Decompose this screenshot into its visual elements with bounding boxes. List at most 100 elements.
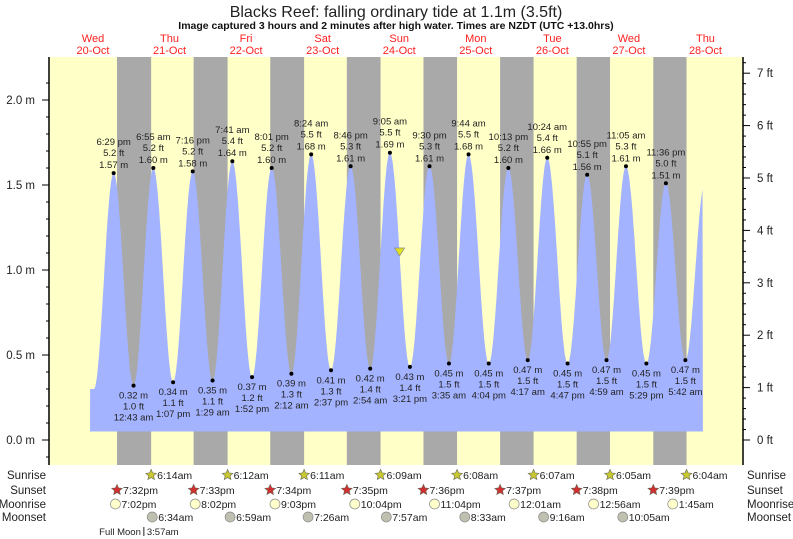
- moonrise-row-label-right: Moonrise: [747, 499, 793, 511]
- moonset-time: 6:34am: [158, 512, 193, 524]
- moon-phase-time: 3:57am: [147, 527, 179, 538]
- low-tide-label: 0.37 m: [238, 382, 267, 393]
- left-tick-label: 1.0 m: [6, 265, 35, 277]
- low-tide-label: 4:04 pm: [472, 391, 506, 402]
- sunrise-time: 6:14am: [157, 470, 192, 482]
- high-tide-label: 1.66 m: [533, 145, 562, 156]
- day-weekday: Wed: [82, 33, 104, 45]
- high-tide-label: 5.2 ft: [498, 143, 519, 154]
- low-tide-label: 1.1 ft: [202, 397, 223, 408]
- low-tide-label: 0.45 m: [632, 369, 661, 380]
- high-tide-label: 1.64 m: [218, 148, 247, 159]
- high-tide-point: [585, 172, 590, 177]
- low-tide-label: 2:12 am: [274, 401, 308, 412]
- right-tick-label: 1 ft: [757, 383, 774, 395]
- sunrise-icon: [680, 468, 693, 481]
- moonrise-time: 11:04pm: [441, 499, 481, 511]
- sunset-icon: [187, 483, 200, 496]
- chart-subtitle: Image captured 3 hours and 2 minutes aft…: [178, 20, 613, 32]
- day-date: 24-Oct: [383, 45, 416, 57]
- low-tide-label: 4:47 pm: [550, 391, 584, 402]
- low-tide-point: [289, 371, 294, 376]
- high-tide-point: [111, 171, 116, 176]
- low-tide-label: 0.47 m: [513, 365, 542, 376]
- moonset-row-label: Moonset: [2, 512, 47, 524]
- sunrise-time: 6:07am: [540, 470, 575, 482]
- high-tide-label: 9:05 am: [373, 117, 407, 128]
- sunset-icon: [570, 483, 583, 496]
- moonrise-time: 10:04pm: [361, 499, 402, 511]
- left-tick-label: 2.0 m: [6, 95, 35, 107]
- sunset-row-label-right: Sunset: [747, 485, 784, 497]
- high-tide-point: [663, 181, 668, 186]
- high-tide-label: 5.2 ft: [143, 143, 164, 154]
- high-tide-label: 1.68 m: [454, 141, 483, 152]
- moonset-icon: [617, 511, 629, 523]
- sunset-time: 7:36pm: [429, 485, 464, 497]
- low-tide-label: 0.32 m: [119, 391, 148, 402]
- low-tide-label: 1:29 am: [195, 408, 229, 419]
- low-tide-label: 4:59 am: [589, 387, 623, 398]
- moonset-row-label-right: Moonset: [747, 512, 792, 524]
- high-tide-point: [387, 150, 392, 155]
- sunrise-icon: [450, 468, 464, 481]
- sunset-time: 7:32pm: [123, 485, 158, 497]
- sunset-time: 7:34pm: [276, 485, 311, 497]
- moonrise-icon: [508, 498, 520, 510]
- low-tide-label: 1.5 ft: [557, 380, 578, 391]
- moonset-icon: [224, 511, 236, 523]
- moon-phase-label: Full Moon: [99, 527, 141, 538]
- high-tide-label: 5.2 ft: [261, 143, 282, 154]
- high-tide-label: 1.58 m: [178, 158, 207, 169]
- high-tide-label: 1.56 m: [573, 162, 602, 173]
- low-tide-point: [683, 358, 688, 363]
- moonrise-time: 1:45am: [679, 499, 714, 511]
- low-tide-label: 0.35 m: [198, 386, 227, 397]
- low-tide-label: 5:42 am: [668, 387, 702, 398]
- high-tide-label: 1.61 m: [415, 153, 444, 164]
- day-headers: Wed20-OctThu21-OctFri22-OctSat23-OctSun2…: [76, 33, 721, 57]
- left-tick-label: 0.5 m: [6, 350, 35, 362]
- left-tick-label: 0.0 m: [6, 435, 35, 447]
- day-date: 20-Oct: [76, 45, 109, 57]
- moonrise-icon: [110, 498, 121, 510]
- axes: 0.0 m 0.5 m 1.0 m 1.5 m 2.0 m 0 ft 1 ft 2 ft 3 f…: [6, 57, 774, 465]
- chart-title: Blacks Reef: falling ordinary tide at 1.…: [230, 4, 563, 21]
- high-tide-label: 1.60 m: [139, 155, 168, 166]
- high-tide-label: 1.61 m: [611, 153, 640, 164]
- moonrise-time: 8:02pm: [201, 499, 236, 511]
- low-tide-point: [210, 378, 215, 383]
- low-tide-point: [368, 366, 373, 371]
- tide-curve: [90, 152, 703, 432]
- day-weekday: Fri: [240, 33, 253, 45]
- low-tide-point: [486, 361, 491, 366]
- low-tide-point: [644, 361, 649, 366]
- sunrise-icon: [145, 468, 158, 481]
- moonset-icon: [302, 511, 314, 523]
- moonrise-icon: [667, 498, 679, 510]
- moonset-icon: [538, 511, 549, 523]
- moonset-icon: [459, 511, 471, 523]
- day-weekday: Mon: [465, 33, 486, 45]
- moonset-icon: [146, 511, 158, 523]
- sunrise-time: 6:05am: [616, 470, 651, 482]
- right-tick-label: 5 ft: [757, 173, 774, 185]
- low-tide-label: 0.39 m: [277, 379, 306, 390]
- high-tide-label: 11:36 pm: [646, 147, 685, 158]
- low-tide-label: 1:07 pm: [156, 409, 190, 420]
- high-tide-point: [427, 164, 432, 169]
- high-tide-label: 5.4 ft: [537, 133, 558, 144]
- sunrise-icon: [527, 468, 540, 481]
- right-tick-label: 7 ft: [757, 68, 774, 80]
- low-tide-label: 3:21 pm: [393, 394, 427, 405]
- low-tide-label: 0.43 m: [395, 372, 424, 383]
- low-tide-label: 0.34 m: [159, 387, 188, 398]
- sunset-time: 7:39pm: [659, 485, 694, 497]
- high-tide-label: 1.60 m: [257, 155, 286, 166]
- high-tide-point: [190, 169, 195, 174]
- low-tide-label: 1.5 ft: [675, 376, 696, 387]
- high-tide-label: 10:24 am: [527, 122, 567, 133]
- low-tide-label: 1.1 ft: [163, 398, 184, 409]
- high-tide-label: 1.69 m: [375, 140, 404, 151]
